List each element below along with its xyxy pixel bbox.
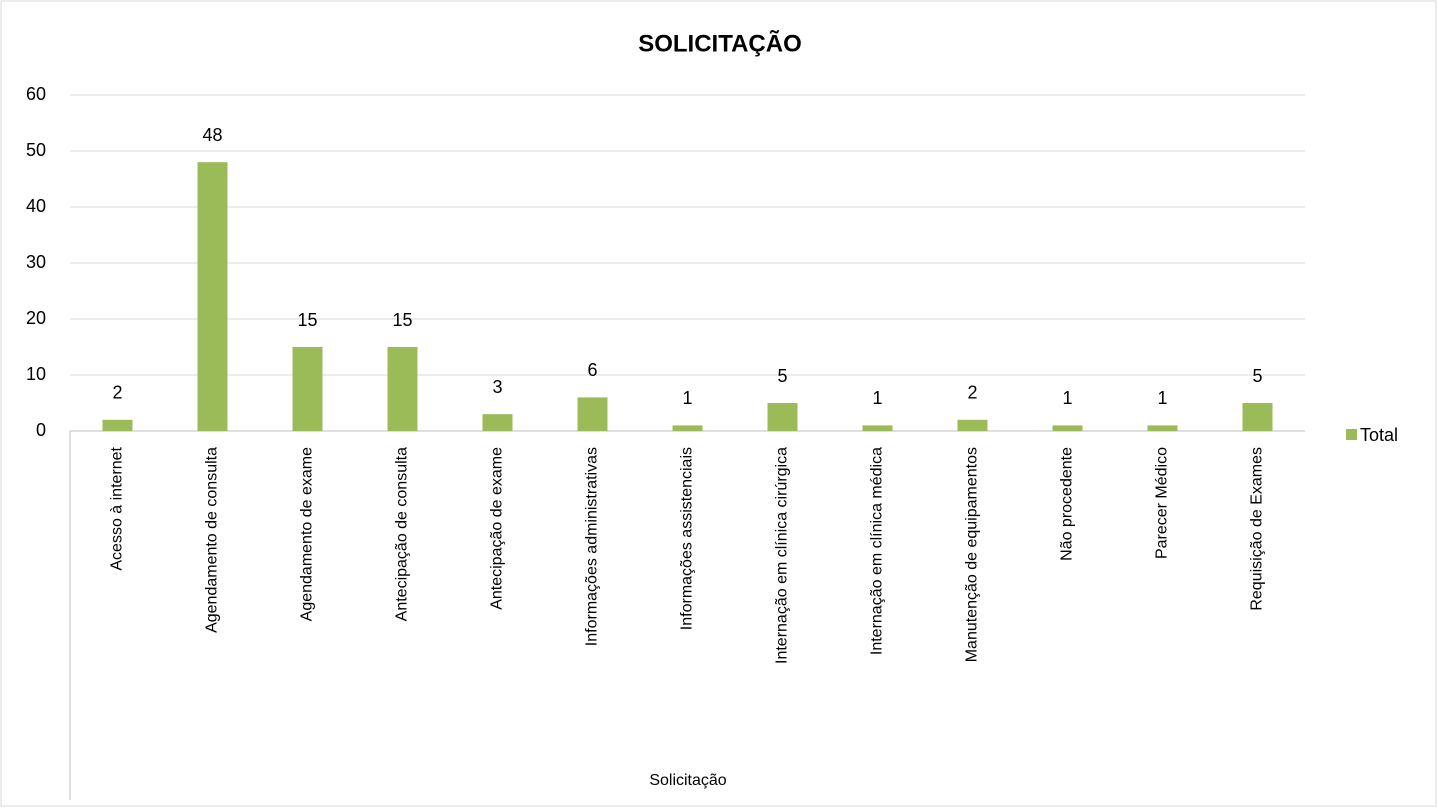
- x-tick-label: Manutenção de equipamentos: [964, 447, 981, 662]
- bar: [482, 414, 513, 431]
- bar: [1147, 425, 1178, 431]
- x-tick-label: Internação em clínica médica: [869, 447, 886, 655]
- bar: [672, 425, 703, 431]
- x-tick-label: Informações administrativas: [584, 447, 601, 646]
- data-label: 5: [777, 366, 787, 386]
- y-tick-label: 60: [26, 84, 46, 104]
- x-tick-label: Agendamento de consulta: [204, 447, 221, 633]
- data-label: 5: [1252, 366, 1262, 386]
- bar: [577, 397, 608, 431]
- x-tick-label: Informações assistenciais: [679, 447, 696, 630]
- data-label: 1: [682, 388, 692, 408]
- y-tick-label: 10: [26, 364, 46, 384]
- data-label: 1: [1157, 388, 1167, 408]
- x-tick-label: Acesso à internet: [109, 446, 126, 570]
- x-axis-title: Solicitação: [649, 772, 726, 789]
- y-tick-label: 40: [26, 196, 46, 216]
- legend-swatch: [1346, 429, 1357, 440]
- x-tick-label: Internação em clínica cirúrgica: [774, 447, 791, 664]
- data-label: 6: [587, 360, 597, 380]
- legend-label: Total: [1360, 425, 1398, 445]
- x-tick-label: Não procedente: [1059, 447, 1076, 561]
- bar: [862, 425, 893, 431]
- chart-title: SOLICITAÇÃO: [638, 29, 802, 57]
- bar: [292, 347, 323, 431]
- data-label: 48: [202, 125, 222, 145]
- data-label: 1: [1062, 388, 1072, 408]
- y-tick-label: 20: [26, 308, 46, 328]
- data-label: 2: [112, 383, 122, 403]
- x-tick-label: Antecipação de consulta: [394, 447, 411, 621]
- data-label: 15: [392, 310, 412, 330]
- data-label: 15: [297, 310, 317, 330]
- y-tick-label: 0: [36, 420, 46, 440]
- bar: [957, 419, 988, 431]
- x-tick-label: Parecer Médico: [1154, 447, 1171, 559]
- y-tick-label: 50: [26, 140, 46, 160]
- bar: [767, 403, 798, 431]
- data-label: 2: [967, 383, 977, 403]
- bar: [387, 347, 418, 431]
- x-tick-label: Requisição de Exames: [1249, 447, 1266, 611]
- x-tick-label: Agendamento de exame: [299, 447, 316, 621]
- x-tick-label: Antecipação de exame: [489, 447, 506, 610]
- y-tick-label: 30: [26, 252, 46, 272]
- bar: [1052, 425, 1083, 431]
- bar: [1242, 403, 1273, 431]
- data-label: 3: [492, 377, 502, 397]
- bar: [102, 419, 133, 431]
- bar: [197, 162, 228, 431]
- data-label: 1: [872, 388, 882, 408]
